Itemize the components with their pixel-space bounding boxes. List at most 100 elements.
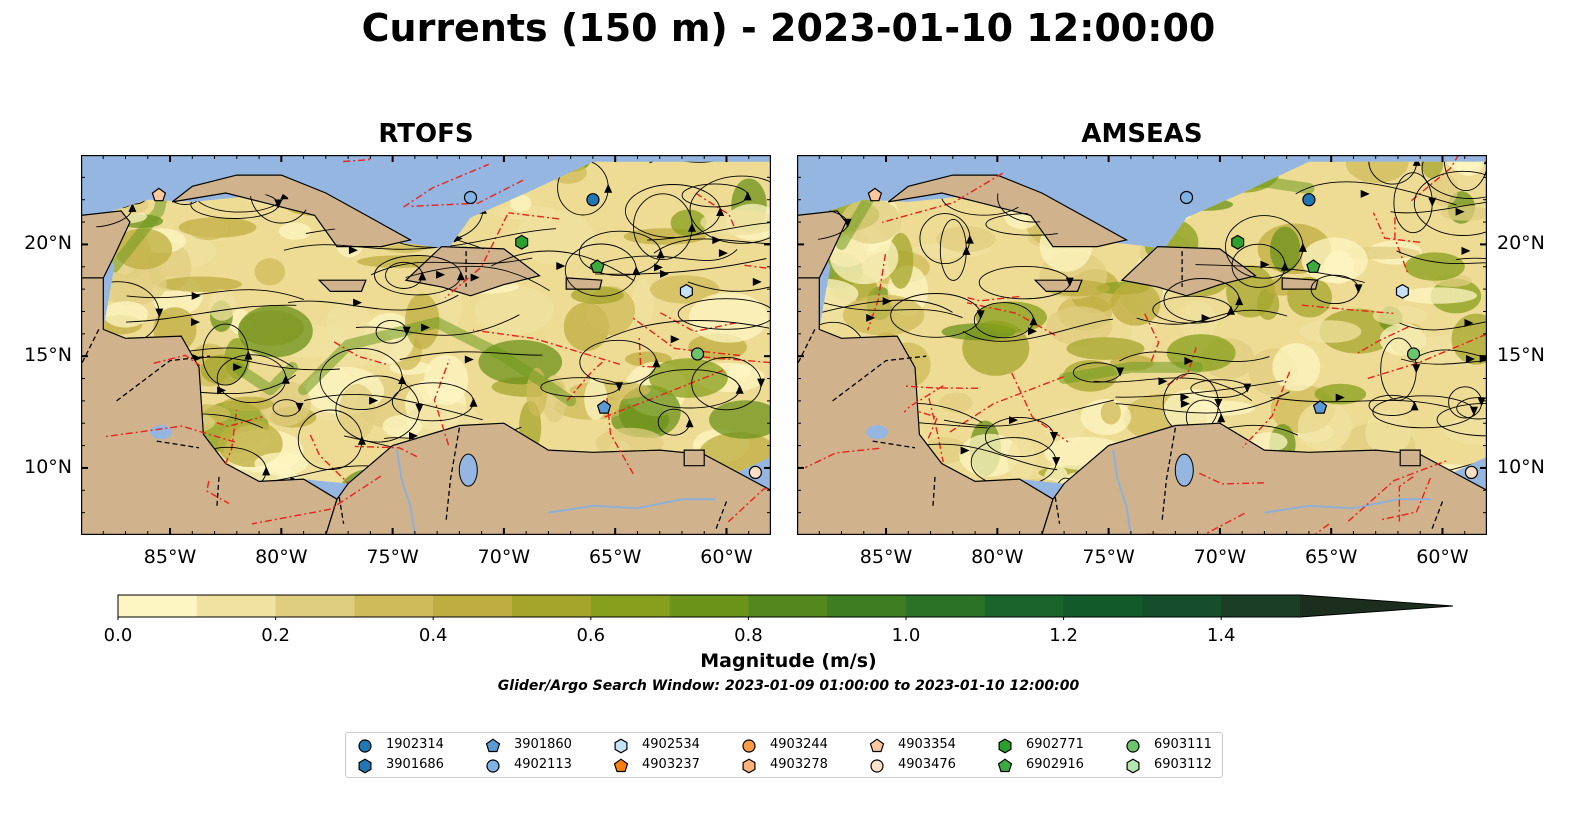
streamline-arrow	[262, 466, 271, 476]
eez-boundary	[473, 329, 621, 365]
legend-marker-hexagon	[1126, 758, 1140, 774]
streamline-arrow	[1428, 197, 1437, 207]
colorbar-extend-arrow	[1300, 595, 1453, 617]
streamline-arrow	[962, 245, 971, 255]
legend-label: 4902113	[514, 757, 572, 772]
eez-boundary	[403, 163, 490, 208]
legend-label: 4903476	[898, 757, 956, 772]
legend-label: 4903244	[770, 737, 828, 752]
eez-boundary	[153, 354, 201, 367]
flow-streamline	[1399, 312, 1487, 331]
legend-marker-pentagon	[997, 758, 1013, 773]
legend-label: 6903111	[1154, 737, 1212, 752]
eez-boundary	[695, 192, 736, 229]
lake-nicaragua	[150, 425, 173, 440]
float-marker-6903111	[690, 347, 705, 361]
streamline-arrow	[1483, 161, 1487, 165]
legend-marker-pentagon	[869, 738, 885, 753]
colorbar-segment	[1142, 595, 1222, 617]
streamline-arrow	[882, 297, 892, 306]
streamline-arrow	[752, 277, 762, 286]
flow-streamline	[1270, 397, 1449, 408]
eez-boundary	[566, 360, 605, 401]
streamline-arrow	[456, 271, 465, 281]
streamline-arrow	[398, 375, 407, 384]
flow-streamline	[962, 318, 1113, 342]
streamline-arrow	[415, 404, 424, 413]
flow-streamline	[1396, 250, 1487, 270]
legend-symbol	[358, 758, 372, 774]
legend-marker-hexagon	[998, 738, 1012, 754]
colorbar-segment	[354, 595, 434, 617]
lon-label: 70°W	[477, 546, 531, 568]
flow-streamline	[1136, 309, 1288, 325]
eez-boundary	[917, 410, 939, 439]
streamline-arrow	[155, 308, 164, 318]
eez-boundary	[206, 480, 230, 505]
land-south-america	[1041, 422, 1487, 535]
eez-boundary	[251, 475, 382, 525]
eddy-streamline	[1052, 477, 1080, 484]
lon-label: 65°W	[588, 546, 642, 568]
lake-maracaibo	[1174, 453, 1194, 487]
flow-streamline	[1390, 199, 1487, 214]
legend-marker-circle	[742, 739, 756, 753]
streamline-arrow	[1214, 398, 1223, 408]
streamline-arrow	[348, 246, 358, 255]
streamline-arrow	[1184, 357, 1194, 365]
eddy-streamline	[1413, 170, 1487, 236]
streamline-arrow	[976, 310, 985, 320]
streamline-arrow	[735, 384, 744, 394]
flow-streamline	[399, 351, 543, 360]
streamline-arrow	[128, 202, 137, 212]
country-border	[832, 355, 927, 402]
float-marker-4902534	[1395, 283, 1409, 299]
streamline-arrow	[470, 273, 480, 282]
eez-boundary	[1356, 326, 1409, 355]
eez-boundary	[804, 447, 880, 469]
flow-streamline	[687, 277, 771, 292]
eez-boundary	[1394, 217, 1409, 274]
flow-streamline	[588, 249, 738, 268]
colorbar-segment	[1221, 595, 1301, 617]
legend-marker-pentagon	[485, 738, 501, 753]
float-marker-3901860	[596, 400, 612, 414]
streamline-arrow	[1455, 207, 1465, 216]
country-border	[932, 476, 936, 509]
flow-streamline	[355, 314, 520, 336]
legend-marker-pentagon	[613, 758, 629, 773]
colorbar-segment	[669, 595, 749, 617]
legend-label: 1902314	[386, 737, 444, 752]
eez-boundary	[343, 155, 372, 163]
float-marker-6903111	[1406, 347, 1421, 361]
legend-symbol	[869, 738, 885, 753]
legend-symbol	[742, 758, 756, 774]
legend-marker-circle	[870, 759, 884, 773]
streamline-arrow	[1466, 355, 1475, 363]
legend-symbol	[998, 738, 1012, 754]
streamline-arrow	[716, 207, 725, 216]
colorbar-label: Magnitude (m/s)	[700, 650, 877, 672]
lake-nicaragua	[866, 425, 889, 440]
legend-label: 4903354	[898, 737, 956, 752]
legend-marker-circle	[486, 759, 500, 773]
river	[548, 498, 716, 514]
eddy-streamline	[1443, 161, 1487, 192]
streamline-arrow	[1461, 246, 1471, 255]
float-marker-6902916	[590, 259, 605, 273]
streamline-arrow	[660, 269, 669, 278]
streamline-arrow	[654, 263, 663, 272]
lon-label: 75°W	[366, 546, 419, 568]
lon-label: 70°W	[1193, 546, 1247, 568]
streamline-arrow	[1052, 457, 1061, 467]
flow-streamline	[647, 220, 771, 241]
map-frame	[797, 155, 1487, 535]
float-marker-3901860	[1312, 400, 1328, 414]
colorbar-segment	[196, 595, 277, 617]
country-border	[338, 496, 345, 524]
flow-streamline	[1115, 391, 1290, 414]
streamline-arrow	[1477, 397, 1486, 407]
float-marker-1902314	[586, 193, 600, 207]
streamline-arrow	[1180, 393, 1190, 402]
map-frame	[81, 155, 771, 535]
